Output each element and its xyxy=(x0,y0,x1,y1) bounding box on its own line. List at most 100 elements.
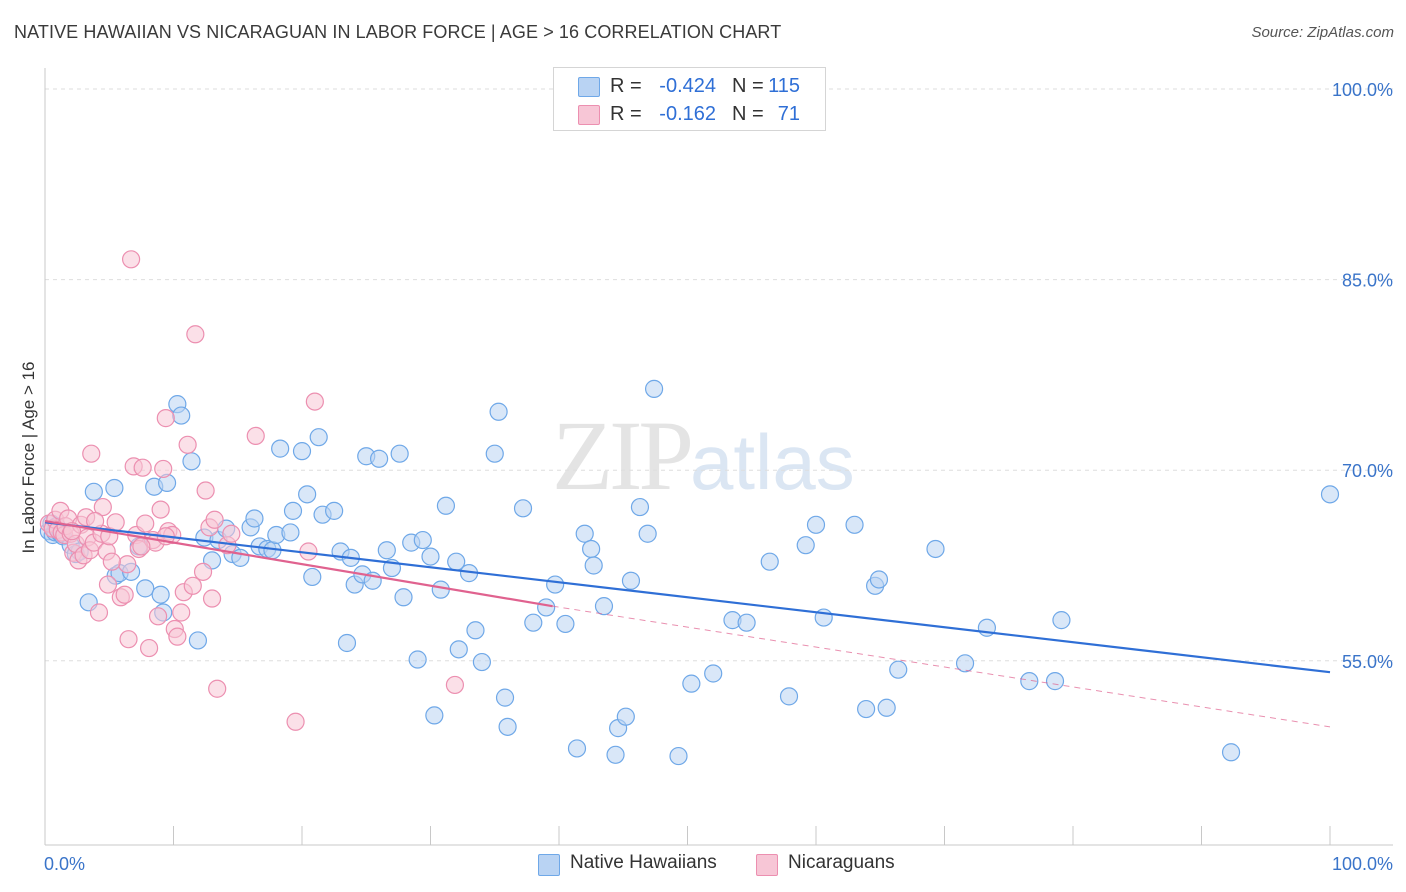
legend-n-label: N = xyxy=(732,75,764,97)
native-hawaiian-point xyxy=(869,570,889,589)
nicaraguan-point xyxy=(106,513,125,532)
nicaraguan-point xyxy=(136,514,155,533)
native-hawaiian-point xyxy=(582,539,601,559)
legend-row-native-hawaiians: R = -0.424 N = 115 xyxy=(554,73,825,101)
native-hawaiian-point xyxy=(498,717,517,736)
native-hawaiian-point xyxy=(1221,743,1241,762)
native-hawaiian-point xyxy=(704,664,723,683)
nicaraguan-point xyxy=(172,603,191,622)
nicaraguan-point xyxy=(305,392,324,411)
native-hawaiian-point xyxy=(621,571,641,590)
native-hawaiian-point xyxy=(309,428,328,447)
native-hawaiian-point xyxy=(370,449,389,468)
nicaraguan-point xyxy=(151,500,170,519)
chart-title: NATIVE HAWAIIAN VS NICARAGUAN IN LABOR F… xyxy=(14,22,782,42)
bottom-legend-label: Nicaraguans xyxy=(788,852,895,873)
nicaraguan-point xyxy=(196,481,215,500)
native-hawaiian-point xyxy=(524,613,543,632)
native-hawaiian-point xyxy=(466,621,485,640)
native-hawaiian-point xyxy=(472,652,491,672)
native-hawaiian-point xyxy=(136,579,155,598)
nicaraguan-point xyxy=(445,675,465,695)
nicaraguan-point xyxy=(154,459,173,479)
nicaraguan-point xyxy=(148,607,168,626)
native-hawaiian-point xyxy=(489,402,508,421)
native-hawaiian-point xyxy=(845,515,864,534)
native-hawaiian-point xyxy=(556,614,575,634)
legend-r-label: R = xyxy=(610,75,642,97)
x-tick-label-max: 100.0% xyxy=(1332,854,1393,874)
native-hawaiian-point xyxy=(182,452,201,471)
native-hawaiian-point xyxy=(606,745,625,764)
native-hawaiian-point xyxy=(594,597,614,616)
native-hawaiian-point xyxy=(421,547,440,566)
native-hawaiian-point xyxy=(271,439,290,458)
native-hawaiian-point xyxy=(283,501,303,520)
y-tick-label: 70.0% xyxy=(1342,461,1393,481)
correlation-legend: R = -0.424 N = 115 R = -0.162 N = 71 xyxy=(553,67,826,131)
nicaraguan-point xyxy=(132,537,151,556)
native-hawaiian-point xyxy=(806,515,826,534)
nicaraguan-point xyxy=(222,524,241,543)
native-hawaiian-point xyxy=(436,496,456,515)
native-hawaiian-point xyxy=(337,633,357,653)
native-hawaiian-point xyxy=(926,539,945,559)
y-tick-label: 100.0% xyxy=(1332,80,1393,100)
native-hawaiian-point xyxy=(281,523,300,542)
native-hawaiian-point xyxy=(669,746,688,766)
native-hawaiian-point xyxy=(616,707,635,726)
native-hawaiian-point xyxy=(449,640,468,659)
native-hawaiian-point xyxy=(408,650,427,669)
native-hawaiian-point xyxy=(760,552,779,571)
native-hawaiian-point xyxy=(413,530,432,550)
native-hawaiian-point xyxy=(638,524,657,543)
native-hawaiian-trend-line xyxy=(44,521,1331,674)
watermark-zip: ZIP xyxy=(552,400,694,511)
nicaraguan-point xyxy=(156,409,175,428)
x-tick-label-min: 0.0% xyxy=(44,854,85,874)
y-tick-label: 85.0% xyxy=(1342,271,1393,291)
nicaraguan-point xyxy=(89,603,109,622)
nicaraguan-point xyxy=(115,585,134,604)
nicaraguan-point xyxy=(118,555,137,574)
native-hawaiian-point xyxy=(172,406,191,425)
native-hawaiian-point xyxy=(303,567,322,587)
y-tick-label: 55.0% xyxy=(1342,652,1393,672)
nicaraguan-point xyxy=(286,712,305,731)
native-hawaiian-point xyxy=(575,524,594,543)
nicaraguan-point xyxy=(119,630,138,649)
native-hawaiian-point xyxy=(1045,672,1065,691)
bottom-legend-swatch-pink xyxy=(756,854,778,876)
native-hawaiian-point xyxy=(737,613,756,632)
nicaraguan-point xyxy=(82,444,101,463)
native-hawaiian-point xyxy=(188,631,208,650)
native-hawaiian-point xyxy=(151,585,170,604)
nicaraguan-trend-line xyxy=(44,519,553,608)
source-label: Source: ZipAtlas.com xyxy=(1251,24,1394,41)
legend-row-nicaraguans: R = -0.162 N = 71 xyxy=(554,101,825,129)
native-hawaiian-point xyxy=(377,541,396,560)
native-hawaiian-point xyxy=(584,556,603,575)
nicaraguan-point xyxy=(121,250,141,269)
legend-r-label: R = xyxy=(610,103,642,125)
bottom-legend-swatch-blue xyxy=(538,854,560,876)
nicaraguan-point xyxy=(205,510,224,529)
native-hawaiian-point xyxy=(292,442,312,461)
native-hawaiian-point xyxy=(567,739,587,758)
bottom-legend-label: Native Hawaiians xyxy=(570,852,717,873)
nicaraguan-point xyxy=(246,426,265,446)
nicaraguan-point xyxy=(178,435,197,454)
watermark-atlas: atlas xyxy=(690,418,855,506)
native-hawaiian-point xyxy=(394,588,413,607)
watermark: ZIPatlas xyxy=(552,398,855,513)
nicaraguan-point xyxy=(139,638,159,658)
legend-n-label: N = xyxy=(732,103,764,125)
native-hawaiian-point xyxy=(298,485,317,504)
y-axis-label: In Labor Force | Age > 16 xyxy=(19,361,38,553)
native-hawaiian-point xyxy=(485,444,504,463)
nicaraguan-point xyxy=(208,679,227,698)
native-hawaiian-point xyxy=(425,706,444,725)
native-hawaiian-point xyxy=(537,598,556,617)
native-hawaiian-point xyxy=(857,699,876,719)
